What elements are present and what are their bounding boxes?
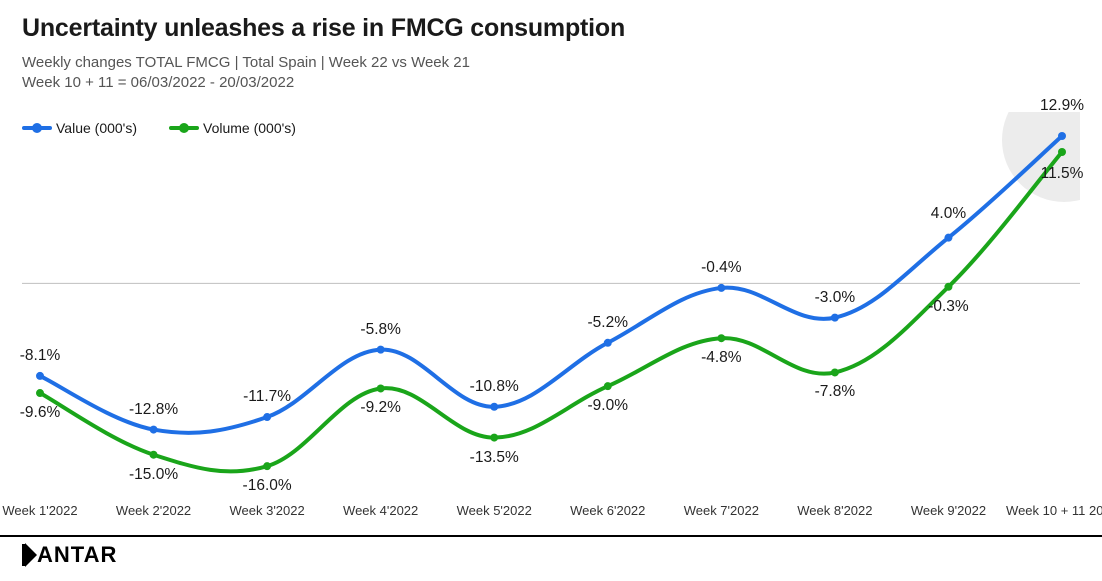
x-axis-label: Week 5'2022: [457, 503, 532, 518]
data-label: -9.6%: [20, 404, 61, 422]
brand-logo-icon: [22, 544, 37, 566]
data-label: -16.0%: [243, 477, 292, 495]
data-label: -12.8%: [129, 401, 178, 419]
data-label: -5.2%: [588, 314, 629, 332]
data-label: -15.0%: [129, 466, 178, 484]
x-axis-label: Week 6'2022: [570, 503, 645, 518]
x-axis-label: Week 1'2022: [2, 503, 77, 518]
x-axis-label: Week 7'2022: [684, 503, 759, 518]
data-label: -13.5%: [470, 449, 519, 467]
data-label: -8.1%: [20, 347, 61, 365]
x-axis-label: Week 3'2022: [229, 503, 304, 518]
data-label: -0.4%: [701, 259, 742, 277]
data-label: -4.8%: [701, 349, 742, 367]
chart-area: -8.1% -12.8% -11.7% -5.8% -10.8% -5.2% -0.4% -3…: [22, 112, 1080, 525]
data-label: -11.7%: [243, 388, 291, 406]
data-label: 11.5%: [1041, 165, 1084, 183]
data-label: 12.9%: [1040, 97, 1084, 115]
line-chart-svg: [22, 112, 1080, 525]
subtitle-line-2: Week 10 + 11 = 06/03/2022 - 20/03/2022: [22, 73, 1080, 93]
chart-title: Uncertainty unleashes a rise in FMCG con…: [22, 14, 1080, 43]
chart-subtitle: Weekly changes TOTAL FMCG | Total Spain …: [22, 53, 1080, 94]
x-axis-label: Week 8'2022: [797, 503, 872, 518]
brand-logo-text: ANTAR: [37, 542, 117, 568]
data-label: -9.0%: [588, 397, 629, 415]
x-axis-label: Week 2'2022: [116, 503, 191, 518]
data-label: -10.8%: [470, 378, 519, 396]
data-label: -7.8%: [815, 383, 856, 401]
x-axis-label: Week 9'2022: [911, 503, 986, 518]
x-axis-label: Week 4'2022: [343, 503, 418, 518]
data-label: -3.0%: [815, 289, 856, 307]
data-label: -5.8%: [360, 321, 401, 339]
subtitle-line-1: Weekly changes TOTAL FMCG | Total Spain …: [22, 53, 1080, 73]
data-label: 4.0%: [931, 205, 966, 223]
data-label: -0.3%: [928, 298, 969, 316]
data-label: -9.2%: [360, 399, 401, 417]
footer-divider: [0, 535, 1102, 537]
x-axis-label: Week 10 + 11 2022: [1006, 503, 1102, 518]
brand-logo: ANTAR: [22, 542, 117, 571]
